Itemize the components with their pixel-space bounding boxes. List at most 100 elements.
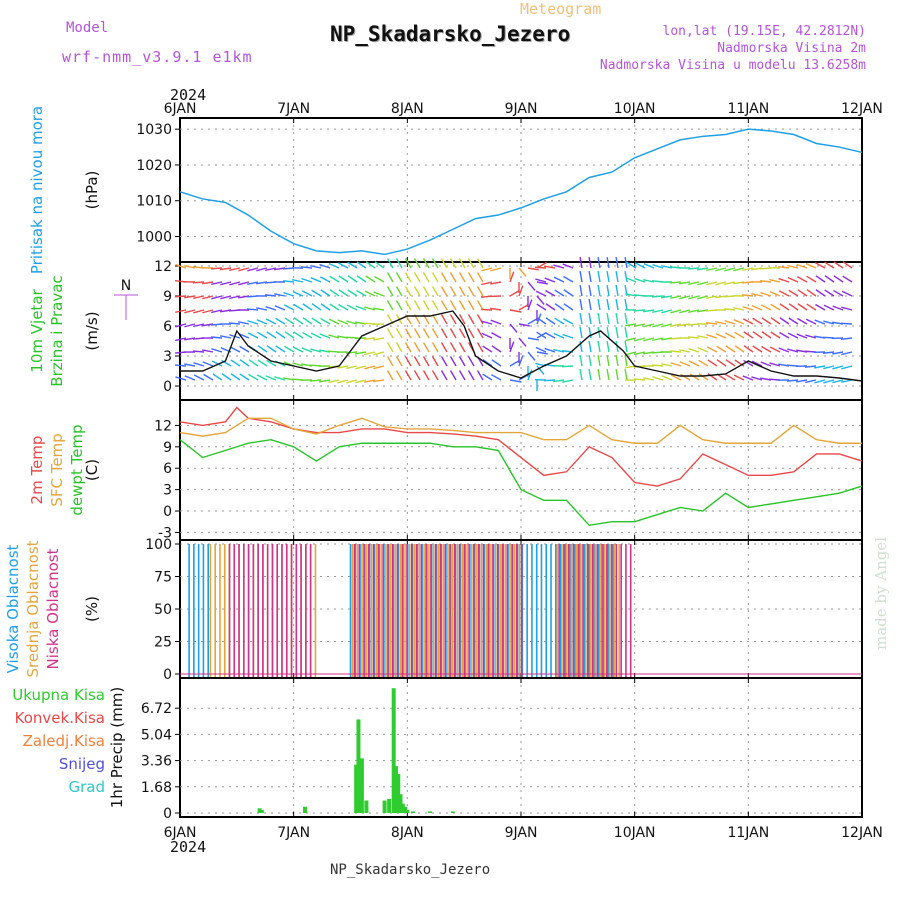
y-tick-label: 1.68 — [141, 780, 172, 796]
wind-arrow — [536, 295, 545, 305]
wind-arrow — [413, 258, 421, 269]
wind-arrow — [221, 359, 232, 367]
wind-arrow — [787, 332, 799, 339]
wind-arrow — [239, 359, 250, 367]
temp-axis-title-1: SFC Temp — [48, 433, 66, 506]
wind-arrow — [449, 300, 457, 311]
wind-arrow — [527, 369, 533, 381]
wind-arrow — [624, 271, 628, 283]
precip-legend-2: Zaledj.Kisa — [23, 732, 105, 750]
wind-arrow — [238, 321, 250, 325]
wind-arrow — [266, 331, 277, 339]
wind-arrow — [553, 379, 565, 383]
wind-arrow — [395, 370, 403, 381]
wind-arrow — [274, 305, 286, 311]
meteogram-label: Meteogram — [520, 0, 602, 18]
wind-arrow — [588, 257, 592, 269]
wind-arrow — [579, 257, 583, 269]
wind-arrow — [264, 294, 277, 297]
wind-arrow — [257, 359, 268, 367]
wind-arrow — [413, 370, 421, 381]
wind-arrow — [309, 379, 322, 382]
wind-arrow — [544, 347, 556, 353]
wind-arrow — [588, 313, 592, 325]
wind-arrow — [184, 264, 196, 269]
wind-arrow — [175, 309, 187, 313]
wind-arrow — [615, 313, 619, 325]
wind-arrow — [562, 333, 574, 339]
wind-arrow — [518, 267, 527, 277]
wind-arrow — [422, 300, 430, 311]
wind-arrow — [562, 263, 574, 269]
wind-arrow — [449, 342, 457, 353]
precip-legend-3: Snijeg — [59, 755, 105, 773]
wind-arrow — [597, 285, 601, 297]
wind-arrow — [184, 323, 196, 328]
wind-arrow — [230, 373, 241, 381]
wind-arrow — [725, 345, 736, 353]
wind-arrow — [536, 303, 547, 311]
wind-arrow — [733, 267, 745, 272]
wind-arrow — [211, 348, 223, 353]
y-tick-label: 6.72 — [141, 701, 172, 717]
wind-arrow — [743, 331, 754, 339]
wind-arrow — [292, 346, 304, 353]
wind-arrow — [841, 379, 853, 383]
wind-arrow — [536, 317, 547, 325]
wind-arrow — [346, 365, 358, 370]
wind-arrow — [743, 345, 754, 353]
wind-arrow — [687, 267, 700, 270]
wind-arrow — [788, 317, 799, 325]
wind-arrow — [788, 289, 799, 297]
lonlat-label: lon,lat (19.15E, 42.2812N) — [662, 24, 867, 39]
model-elevation-label: Nadmorska Visina u modelu 13.6258m — [599, 58, 866, 73]
wind-arrow — [356, 261, 367, 269]
wind-arrow — [212, 373, 223, 381]
wind-arrow — [210, 336, 223, 339]
footer-station: NP_Skadarsko_Jezero — [330, 862, 491, 878]
wind-arrow — [545, 289, 556, 297]
wind-arrow — [355, 379, 367, 384]
wind-arrow — [553, 332, 565, 339]
x-tick-label-top: 7JAN — [277, 101, 310, 117]
wind-arrow — [292, 279, 304, 283]
wind-arrow — [615, 369, 619, 381]
wind-arrow — [770, 303, 781, 311]
wind-arrow — [796, 379, 808, 383]
y-tick-label: 9 — [163, 289, 172, 305]
wind-arrow — [373, 351, 385, 356]
wind-arrow — [310, 332, 322, 339]
wind-arrow — [509, 323, 518, 333]
wind-arrow — [283, 292, 295, 297]
wind-arrow — [395, 272, 403, 283]
wind-arrow — [404, 370, 412, 381]
wind-arrow — [626, 261, 637, 269]
wind-arrow — [832, 305, 844, 311]
wind-arrow — [742, 318, 754, 325]
wind-arrow — [467, 370, 475, 381]
wind-arrow — [697, 347, 709, 353]
wind-arrow — [697, 295, 709, 300]
wind-arrow — [364, 306, 376, 311]
wind-arrow — [365, 275, 376, 283]
wind-arrow — [679, 349, 691, 353]
wind-arrow — [482, 345, 493, 353]
y-tick-label: 3.36 — [141, 754, 172, 770]
wind-arrow — [337, 379, 349, 384]
wind-arrow — [534, 266, 547, 269]
wind-arrow — [256, 319, 268, 325]
wind-arrow — [796, 333, 808, 339]
y-tick-label: 1000 — [136, 230, 172, 246]
wind-arrow — [449, 328, 457, 339]
wind-arrow — [670, 295, 682, 300]
wind-arrow — [257, 345, 268, 353]
wind-arrow — [615, 299, 619, 311]
wind-arrow — [404, 356, 412, 367]
wind-arrow — [347, 275, 358, 283]
x-tick-label-top: 10JAN — [614, 101, 656, 117]
wind-arrow — [814, 319, 826, 325]
wind-arrow — [467, 272, 475, 283]
wind-arrow — [624, 355, 628, 367]
wind-arrow — [174, 295, 187, 298]
wind-arrow — [319, 379, 331, 383]
